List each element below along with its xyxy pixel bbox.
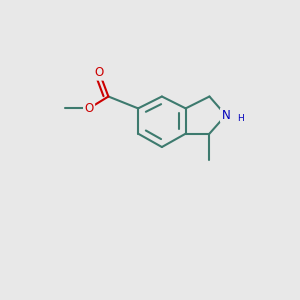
- Text: H: H: [237, 114, 243, 123]
- Text: N: N: [221, 109, 230, 122]
- Text: O: O: [95, 66, 104, 79]
- Text: O: O: [84, 102, 94, 115]
